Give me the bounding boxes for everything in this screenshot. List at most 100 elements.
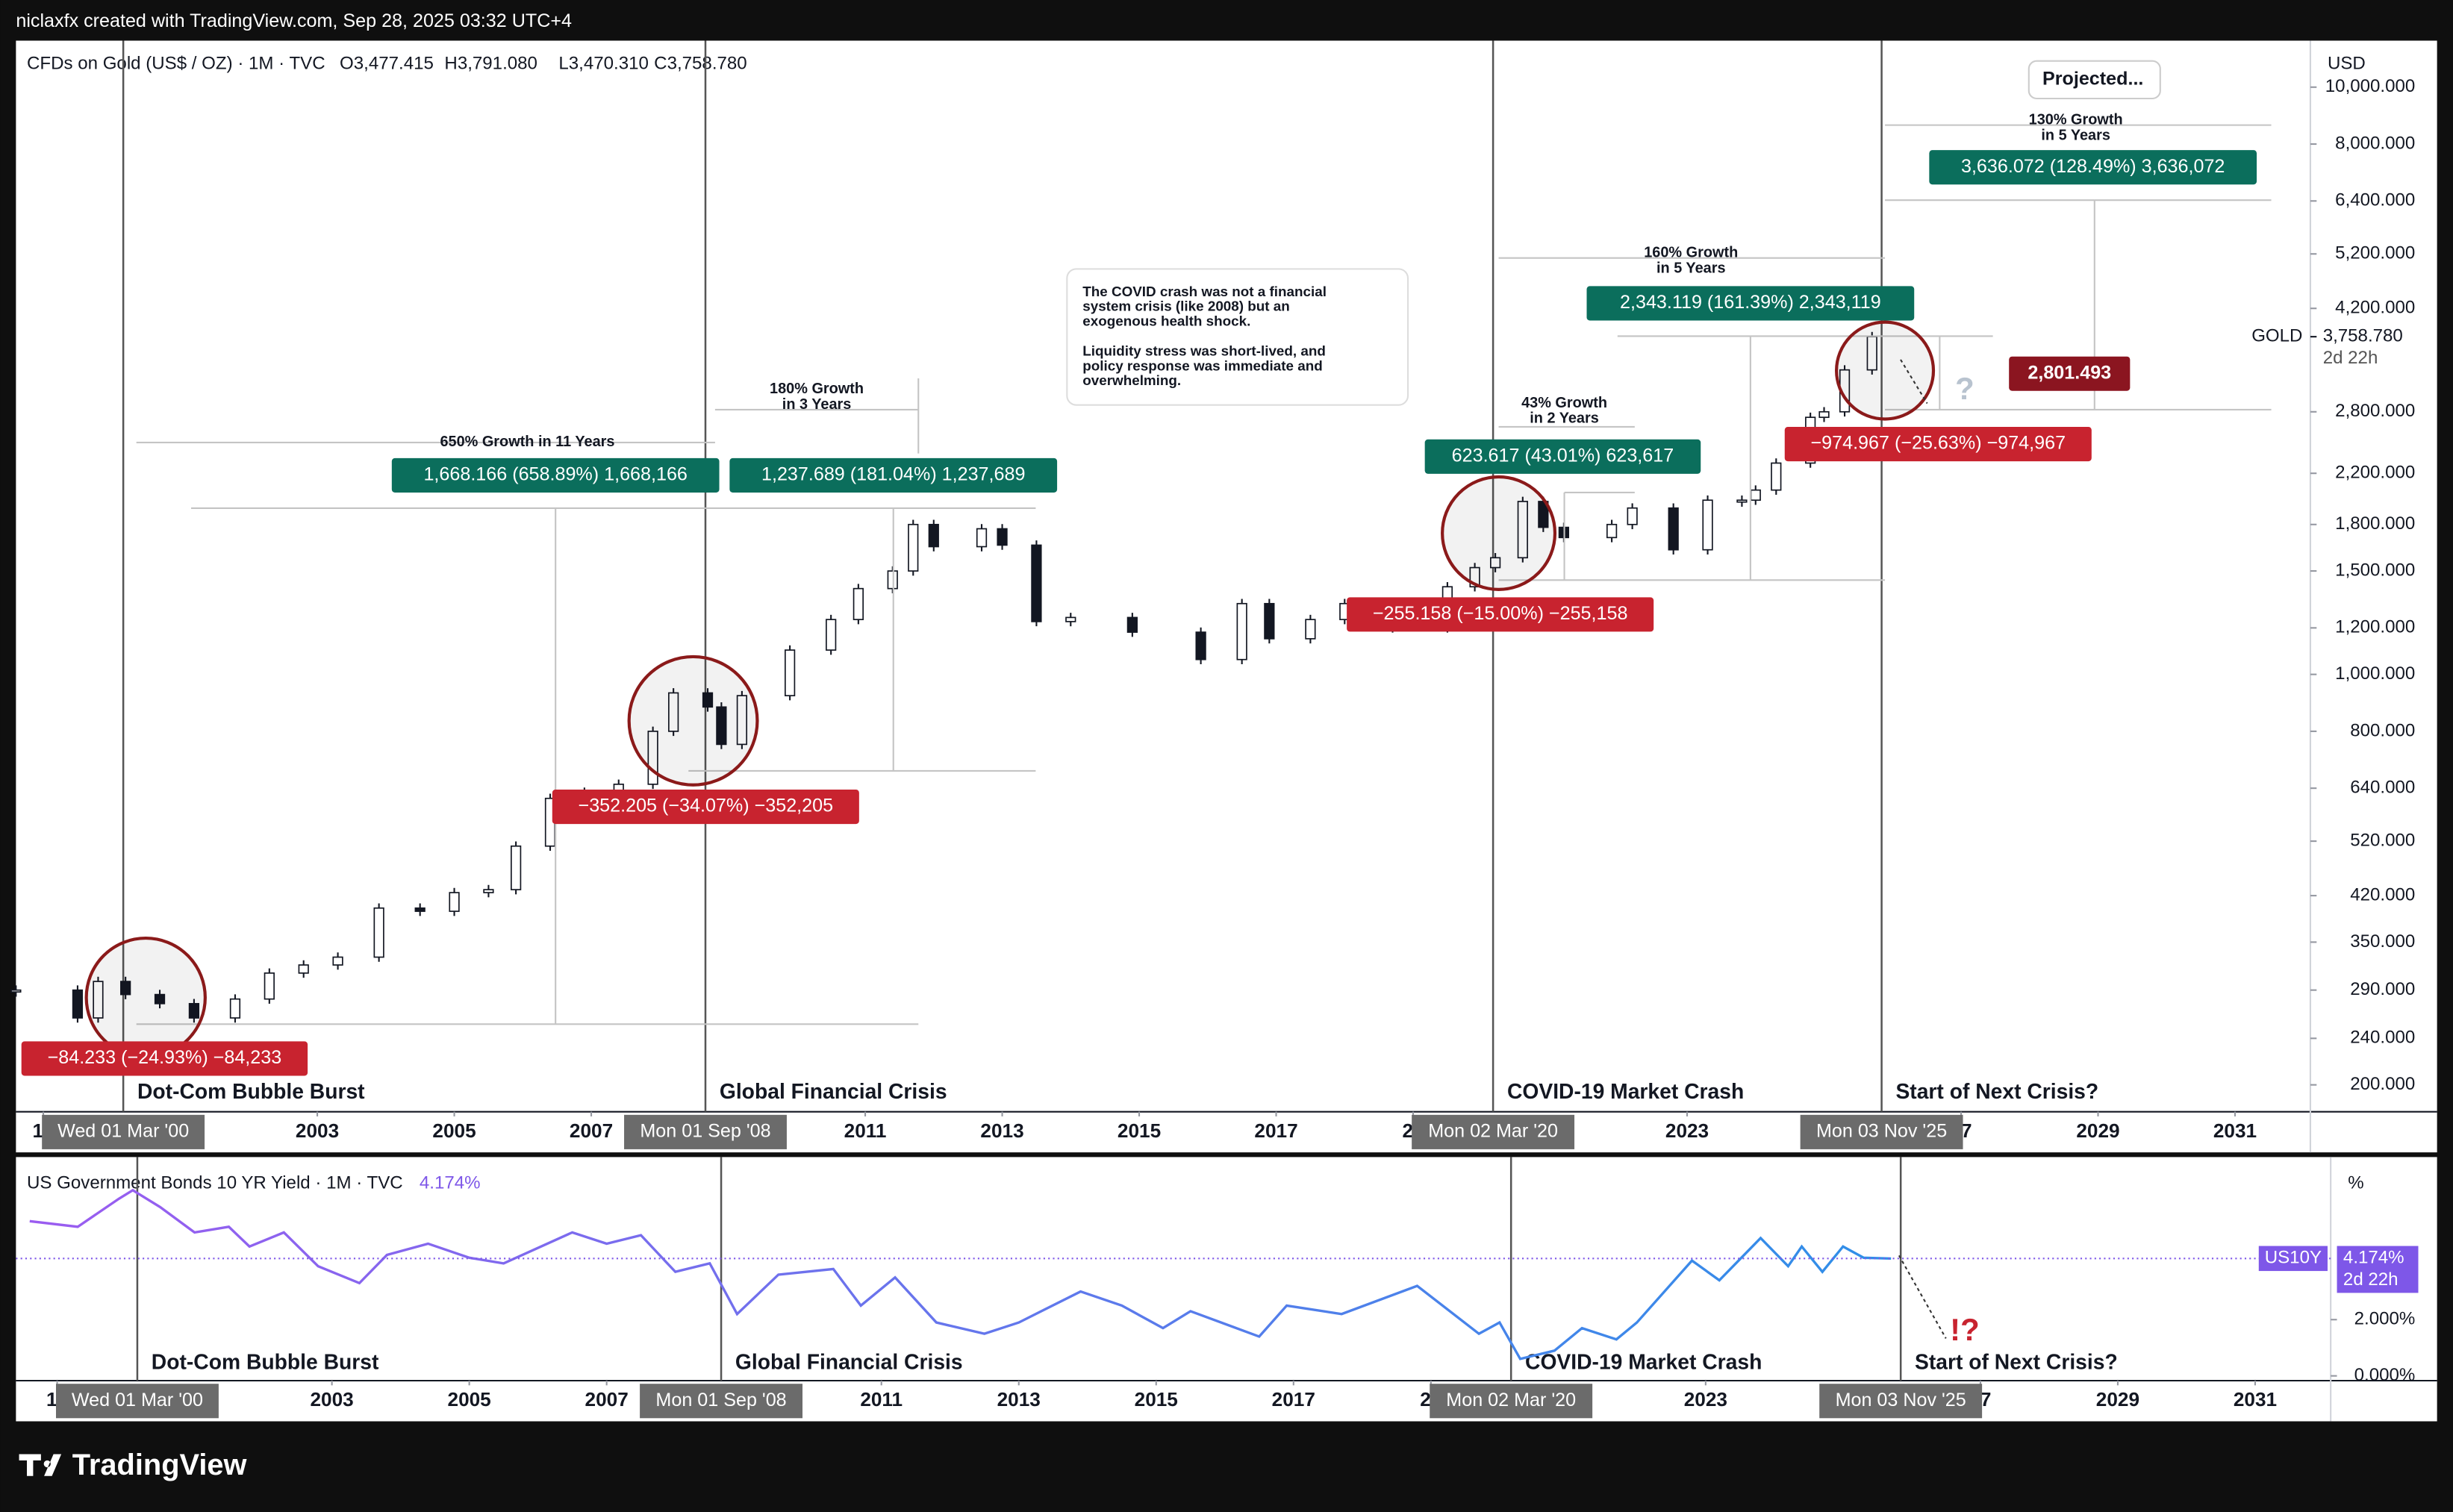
legend-ohlc: L3,470.310: [558, 53, 649, 73]
candle: [483, 889, 494, 893]
callout-text: The COVID crash was not a financial: [1082, 284, 1327, 299]
event-label: COVID-19 Market Crash: [1507, 1079, 1744, 1103]
dotted-arrow: [1900, 359, 1928, 404]
legend-ohlc: H3,791.080: [444, 53, 537, 73]
measure-text: 2,343.119 (161.39%) 2,343,119: [1620, 292, 1881, 313]
measure-text: −974.967 (−25.63%) −974,967: [1810, 433, 2066, 454]
candle: [229, 998, 241, 1019]
date-marker-label: Mon 03 Nov '25: [1836, 1390, 1966, 1411]
x-tick-label: 2031: [2234, 1388, 2277, 1411]
candle: [188, 1002, 200, 1019]
last-badge: [2337, 1246, 2419, 1293]
candle: [264, 972, 275, 1000]
growth-label: in 5 Years: [2041, 128, 2110, 144]
candle: [997, 528, 1008, 546]
y-tick-label: 520.000: [2350, 830, 2415, 850]
alert-mark: !?: [1950, 1312, 1980, 1347]
logo: TradingView: [19, 1449, 248, 1481]
candle: [1771, 462, 1782, 491]
date-marker-label: Mon 03 Nov '25: [1816, 1121, 1947, 1142]
date-marker-box: [1430, 1384, 1593, 1419]
candle: [72, 989, 84, 1019]
legend-ohlc: C3,758.780: [654, 53, 747, 73]
growth-label: in 3 Years: [782, 396, 852, 413]
candle: [1236, 602, 1247, 660]
candle: [1750, 489, 1761, 502]
y-tick-label: 6,400.000: [2335, 190, 2415, 210]
x-tick-label: 2011: [844, 1119, 887, 1142]
callout-text: exogenous health shock.: [1082, 313, 1250, 329]
x-tick-label: 2003: [311, 1388, 354, 1411]
callout-text: system crisis (like 2008) but an: [1082, 299, 1290, 314]
y-tick-label: 1,200.000: [2335, 617, 2415, 637]
legend-title: CFDs on Gold (US$ / OZ) · 1M · TVC: [27, 53, 325, 73]
x-tick-label: 2029: [2096, 1388, 2139, 1411]
y-tick-label: 1,800.000: [2335, 513, 2415, 534]
y-tick-label: 2.000%: [2354, 1309, 2416, 1329]
candle: [853, 587, 864, 620]
date-marker-box: [56, 1384, 219, 1419]
currency-label: %: [2348, 1172, 2363, 1193]
question-mark: ?: [1955, 371, 1974, 406]
date-marker-label: Mon 02 Mar '20: [1446, 1390, 1576, 1411]
measure-badge: [1424, 439, 1701, 474]
candle: [1490, 557, 1501, 569]
x-tick-label: 2015: [1135, 1388, 1178, 1411]
candle: [1065, 616, 1076, 622]
event-label: Dot-Com Bubble Burst: [152, 1349, 379, 1373]
projected-box: [2027, 60, 2161, 100]
growth-label: 43% Growth: [1521, 395, 1607, 411]
highlight-circle: [84, 936, 207, 1059]
date-marker-box: [42, 1114, 205, 1149]
event-label: Dot-Com Bubble Burst: [137, 1079, 365, 1103]
measure-badge: [2009, 356, 2131, 391]
candle: [928, 523, 939, 548]
measure-text: 3,636.072 (128.49%) 3,636,072: [1961, 156, 2225, 177]
x-tick-label: 2023: [1684, 1388, 1727, 1411]
measure-badge: [1586, 286, 1915, 321]
candle: [716, 706, 727, 746]
x-tick-label: 2023: [1665, 1119, 1709, 1142]
measure-badge: [391, 457, 720, 493]
y-tick-label: 350.000: [2350, 931, 2415, 952]
measure-text: 1,237.689 (181.04%) 1,237,689: [761, 464, 1025, 485]
candle: [702, 692, 714, 708]
callout-text: policy response was immediate and: [1082, 357, 1323, 373]
y-tick-label: 200.000: [2350, 1074, 2415, 1094]
currency-label: USD: [2328, 53, 2366, 73]
y-tick-label: 8,000.000: [2335, 133, 2415, 153]
candle: [1305, 619, 1316, 640]
x-tick-label: 2013: [997, 1388, 1041, 1411]
x-tick-label: 2015: [1118, 1119, 1161, 1142]
callout-box: [1066, 268, 1409, 406]
candle: [511, 845, 522, 890]
date-marker-label: Mon 01 Sep '08: [640, 1121, 770, 1142]
x-tick-label: 2003: [296, 1119, 339, 1142]
candle: [10, 989, 22, 993]
x-tick-label: 2013: [980, 1119, 1023, 1142]
y-tick-label: 1,500.000: [2335, 560, 2415, 580]
measure-badge: [21, 1041, 308, 1076]
measure-badge: [552, 790, 859, 825]
candle: [1031, 544, 1042, 622]
candle: [1195, 631, 1206, 660]
candle: [1627, 507, 1638, 525]
growth-label: in 5 Years: [1656, 260, 1726, 277]
candle: [784, 649, 796, 696]
growth-label: in 2 Years: [1530, 410, 1599, 427]
highlight-circle: [1835, 320, 1936, 421]
growth-label: 180% Growth: [770, 381, 864, 397]
y-tick-label: 800.000: [2350, 720, 2415, 740]
logo-text: TradingView: [72, 1449, 248, 1481]
y-tick-label: 0.000%: [2354, 1365, 2416, 1385]
y-tick-label: 10,000.000: [2325, 76, 2416, 96]
measure-badge: [1784, 426, 2092, 462]
candle: [736, 695, 748, 746]
x-tick-label: 2017: [1254, 1119, 1297, 1142]
yield-line: [29, 1188, 1892, 1361]
growth-label: 160% Growth: [1644, 245, 1738, 261]
measure-badge: [729, 457, 1058, 493]
highlight-circle: [1441, 475, 1557, 591]
main-panel: [16, 40, 2437, 1153]
y-tick-label: 1,000.000: [2335, 663, 2415, 684]
